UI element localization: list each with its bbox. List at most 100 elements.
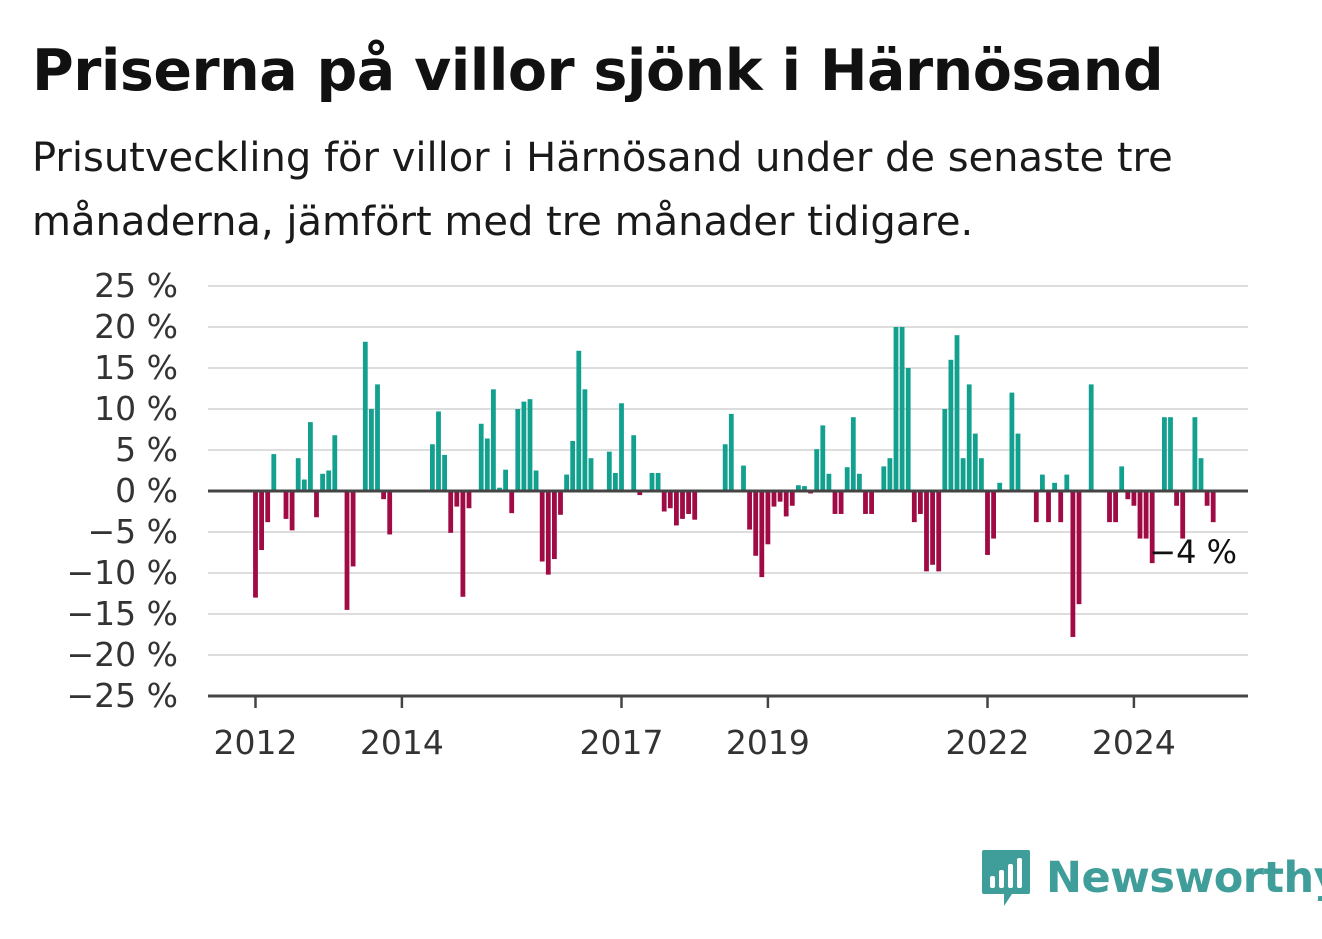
- bar: [259, 491, 264, 551]
- y-tick-label: 25 %: [94, 266, 178, 305]
- bar: [283, 491, 289, 519]
- chart-subtitle: Prisutveckling för villor i Härnösand un…: [32, 135, 1173, 245]
- bar: [369, 409, 374, 491]
- bar: [1180, 491, 1186, 539]
- y-tick-label: −5 %: [88, 512, 179, 551]
- bar: [1040, 474, 1045, 491]
- bar: [362, 341, 368, 491]
- bar: [887, 458, 893, 491]
- bar: [466, 491, 472, 509]
- y-tick-label: 5 %: [115, 430, 178, 469]
- bar: [539, 491, 545, 562]
- bars: [253, 327, 1216, 637]
- bar: [344, 491, 350, 610]
- bar: [960, 458, 966, 491]
- bar: [295, 458, 301, 491]
- y-tick-label: 0 %: [115, 471, 178, 510]
- bar: [637, 491, 643, 496]
- bar: [460, 491, 466, 597]
- bar: [1143, 491, 1149, 539]
- bar: [924, 491, 929, 572]
- bar: [1070, 491, 1076, 637]
- bar: [1107, 491, 1112, 523]
- bar: [375, 384, 380, 491]
- bar: [332, 435, 338, 491]
- bar: [1137, 491, 1143, 539]
- bar: [655, 472, 661, 491]
- bar: [844, 467, 850, 491]
- bar: [942, 409, 948, 491]
- bar: [771, 491, 777, 507]
- bar: [301, 479, 307, 491]
- bar: [503, 469, 508, 491]
- bar: [674, 491, 679, 526]
- bar: [588, 458, 594, 491]
- bar: [454, 491, 460, 507]
- bar: [484, 438, 490, 491]
- bar: [1009, 392, 1015, 491]
- bar: [765, 491, 771, 545]
- bar: [631, 435, 637, 491]
- x-tick-label: 2022: [946, 723, 1030, 762]
- bar: [613, 472, 618, 491]
- x-tick-label: 2012: [214, 723, 298, 762]
- bar: [326, 470, 332, 491]
- grid-lines: [208, 285, 1248, 656]
- bar: [1088, 384, 1094, 491]
- bar: [448, 491, 454, 533]
- bar: [747, 491, 752, 530]
- bar: [381, 491, 386, 500]
- bar: [314, 491, 319, 518]
- bar: [491, 389, 496, 491]
- bar: [509, 491, 515, 514]
- tick-labels: 25 %20 %15 %10 %5 %0 %−5 %−10 %−15 %−20 …: [67, 266, 1238, 762]
- chart-title: Priserna på villor sjönk i Härnösand: [32, 38, 1164, 104]
- x-tick-label: 2024: [1092, 723, 1176, 762]
- bar: [1052, 482, 1057, 491]
- bar: [308, 422, 313, 491]
- bar: [350, 491, 356, 567]
- bar: [753, 491, 759, 556]
- y-tick-label: −15 %: [67, 594, 179, 633]
- bar: [680, 491, 685, 519]
- bar: [521, 401, 527, 491]
- bar: [289, 491, 295, 531]
- bar: [1046, 491, 1051, 523]
- bar: [893, 327, 899, 491]
- bar: [1149, 491, 1155, 564]
- axes: [208, 489, 1248, 708]
- bar: [826, 473, 832, 491]
- bar: [728, 413, 734, 491]
- bar: [722, 444, 728, 491]
- bar: [564, 474, 569, 491]
- bar: [692, 491, 698, 520]
- bar: [320, 473, 325, 491]
- y-tick-label: −10 %: [67, 553, 179, 592]
- x-tick-label: 2017: [580, 723, 664, 762]
- bar: [527, 399, 533, 491]
- bar: [869, 491, 874, 514]
- bar: [911, 491, 917, 523]
- x-tick-label: 2014: [360, 723, 444, 762]
- bar: [1015, 433, 1021, 491]
- bar: [789, 491, 795, 506]
- x-tick-label: 2019: [726, 723, 810, 762]
- bar: [436, 411, 441, 491]
- bar: [558, 491, 563, 515]
- bar: [857, 473, 862, 491]
- bar: [545, 491, 551, 575]
- y-tick-label: 10 %: [94, 389, 178, 428]
- bar: [442, 454, 447, 491]
- y-tick-label: 20 %: [94, 307, 178, 346]
- bar: [997, 482, 1003, 491]
- bar: [1125, 491, 1131, 500]
- bar: [1192, 417, 1198, 491]
- y-tick-label: −20 %: [67, 635, 179, 674]
- bar: [936, 491, 942, 572]
- bar: [850, 417, 856, 491]
- bar: [387, 491, 393, 535]
- bar: [881, 466, 887, 491]
- bar: [783, 491, 789, 517]
- bar: [796, 485, 801, 491]
- bar: [515, 409, 521, 491]
